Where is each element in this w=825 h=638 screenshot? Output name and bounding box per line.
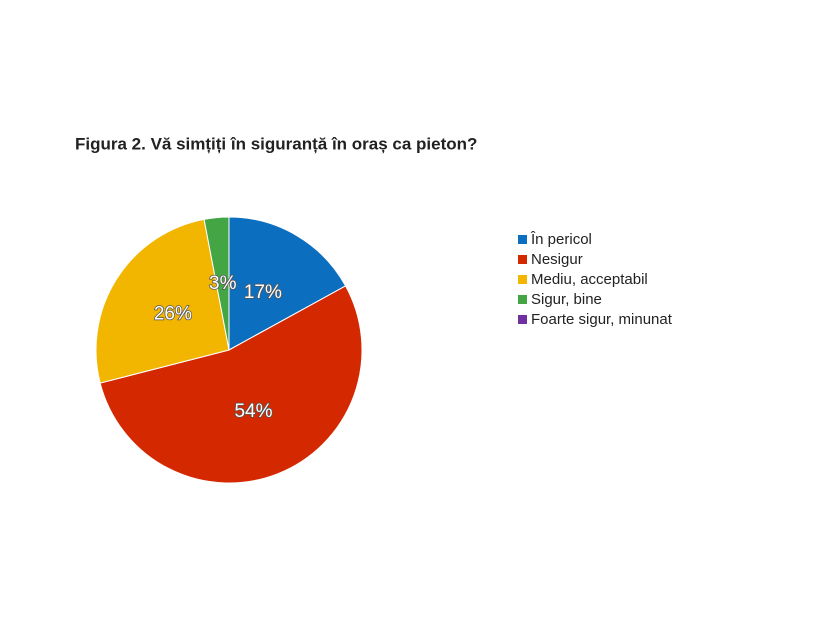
legend-swatch <box>518 275 527 284</box>
data-label: 54% <box>234 401 272 422</box>
legend-label: În pericol <box>530 231 592 248</box>
data-label: 26% <box>154 303 192 324</box>
pie-slice <box>95 218 230 384</box>
chart-title: Figura 2. Vă simțiți în siguranță în ora… <box>75 134 477 153</box>
legend-label: Foarte sigur, minunat <box>531 311 673 328</box>
legend-swatch <box>518 295 527 304</box>
data-label: 17% <box>244 282 282 303</box>
legend-swatch <box>518 315 527 324</box>
legend-label: Sigur, bine <box>531 291 602 308</box>
pie-slice <box>203 216 230 351</box>
pie-slice <box>99 285 363 484</box>
legend-label: Mediu, acceptabil <box>531 271 648 288</box>
data-label: 3% <box>209 273 237 294</box>
legend-swatch <box>518 235 527 244</box>
legend-swatch <box>518 255 527 264</box>
pie-slice <box>228 216 347 351</box>
legend-label: Nesigur <box>531 251 583 268</box>
